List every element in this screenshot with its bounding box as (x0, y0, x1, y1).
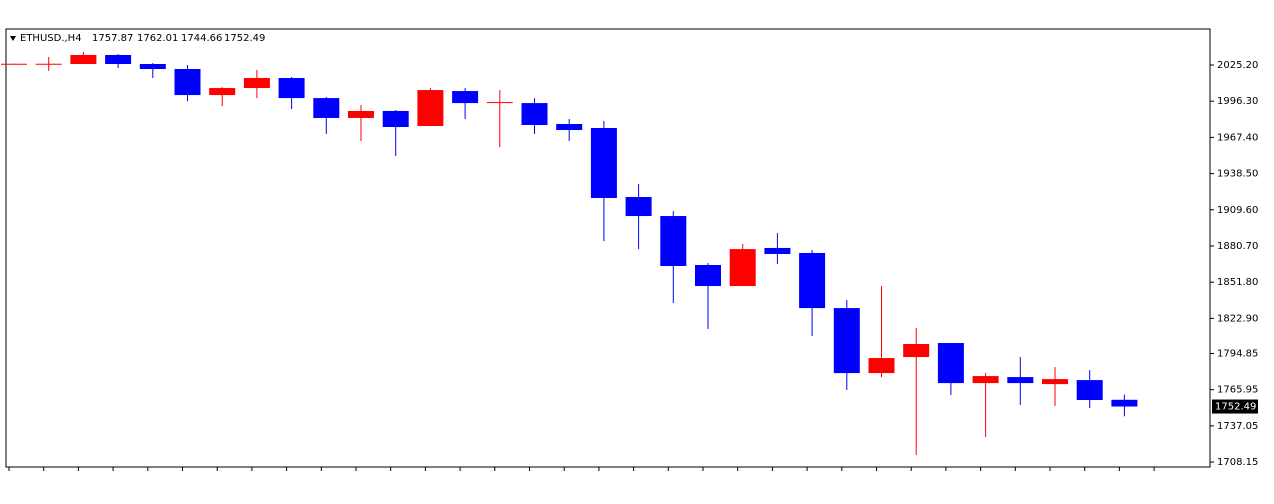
y-tick-label: 1996.30 (1217, 96, 1258, 107)
candle-body (174, 69, 201, 96)
candle-body (35, 63, 62, 65)
candle-body (382, 110, 409, 127)
y-tick-label: 1765.95 (1217, 385, 1258, 396)
y-tick-label: 1909.60 (1217, 205, 1258, 216)
candle-body (1007, 377, 1034, 384)
candle-body (729, 249, 756, 287)
price-label-box (1212, 399, 1258, 414)
candle-body (348, 110, 374, 118)
y-tick-label: 1794.85 (1217, 348, 1258, 359)
y-tick-label: 1737.05 (1217, 421, 1258, 432)
candle-body (209, 88, 236, 96)
candle-body (313, 98, 340, 118)
candle-body (1076, 380, 1103, 401)
candle-body (417, 90, 444, 126)
candle-body (105, 54, 132, 65)
price-label: 1752.49 (1215, 402, 1256, 413)
candle-body (1, 63, 27, 65)
candle-body (139, 64, 166, 70)
candle-body (486, 102, 513, 104)
candle-body (590, 127, 617, 198)
candle-body (243, 78, 270, 89)
header-value: 1762.01 (137, 33, 178, 44)
candle-body (833, 308, 860, 374)
candle-body (70, 54, 97, 65)
y-tick-label: 1822.90 (1217, 313, 1258, 324)
y-tick-label: 1967.40 (1217, 132, 1258, 143)
candle-body (695, 264, 721, 287)
y-tick-label: 1880.70 (1217, 241, 1258, 252)
y-tick-label: 1938.50 (1217, 169, 1258, 180)
candle-body (972, 376, 999, 384)
candle-body (556, 123, 583, 130)
candle-body (625, 196, 652, 217)
candle-body (799, 252, 826, 309)
plot-frame (5, 28, 1211, 468)
candle-body (452, 91, 479, 104)
header-value: 1744.66 (181, 33, 222, 44)
y-tick-label: 1851.80 (1217, 277, 1258, 288)
candle-body (1111, 399, 1138, 407)
candle-body (937, 343, 964, 384)
candle-body (521, 103, 548, 125)
candle-body (764, 247, 791, 254)
candle-body (1042, 379, 1068, 385)
symbol: ETHUSD.,H4 (20, 33, 82, 44)
candle-body (278, 78, 305, 99)
candle-body (660, 216, 687, 267)
header-arrow (10, 36, 16, 41)
header-value: 1752.49 (224, 33, 265, 44)
header-value: 1757.87 (92, 33, 133, 44)
y-tick-label: 2025.20 (1217, 60, 1258, 71)
candle-body (903, 344, 930, 358)
y-tick-label: 1708.15 (1217, 457, 1258, 468)
candle-body (868, 358, 895, 374)
